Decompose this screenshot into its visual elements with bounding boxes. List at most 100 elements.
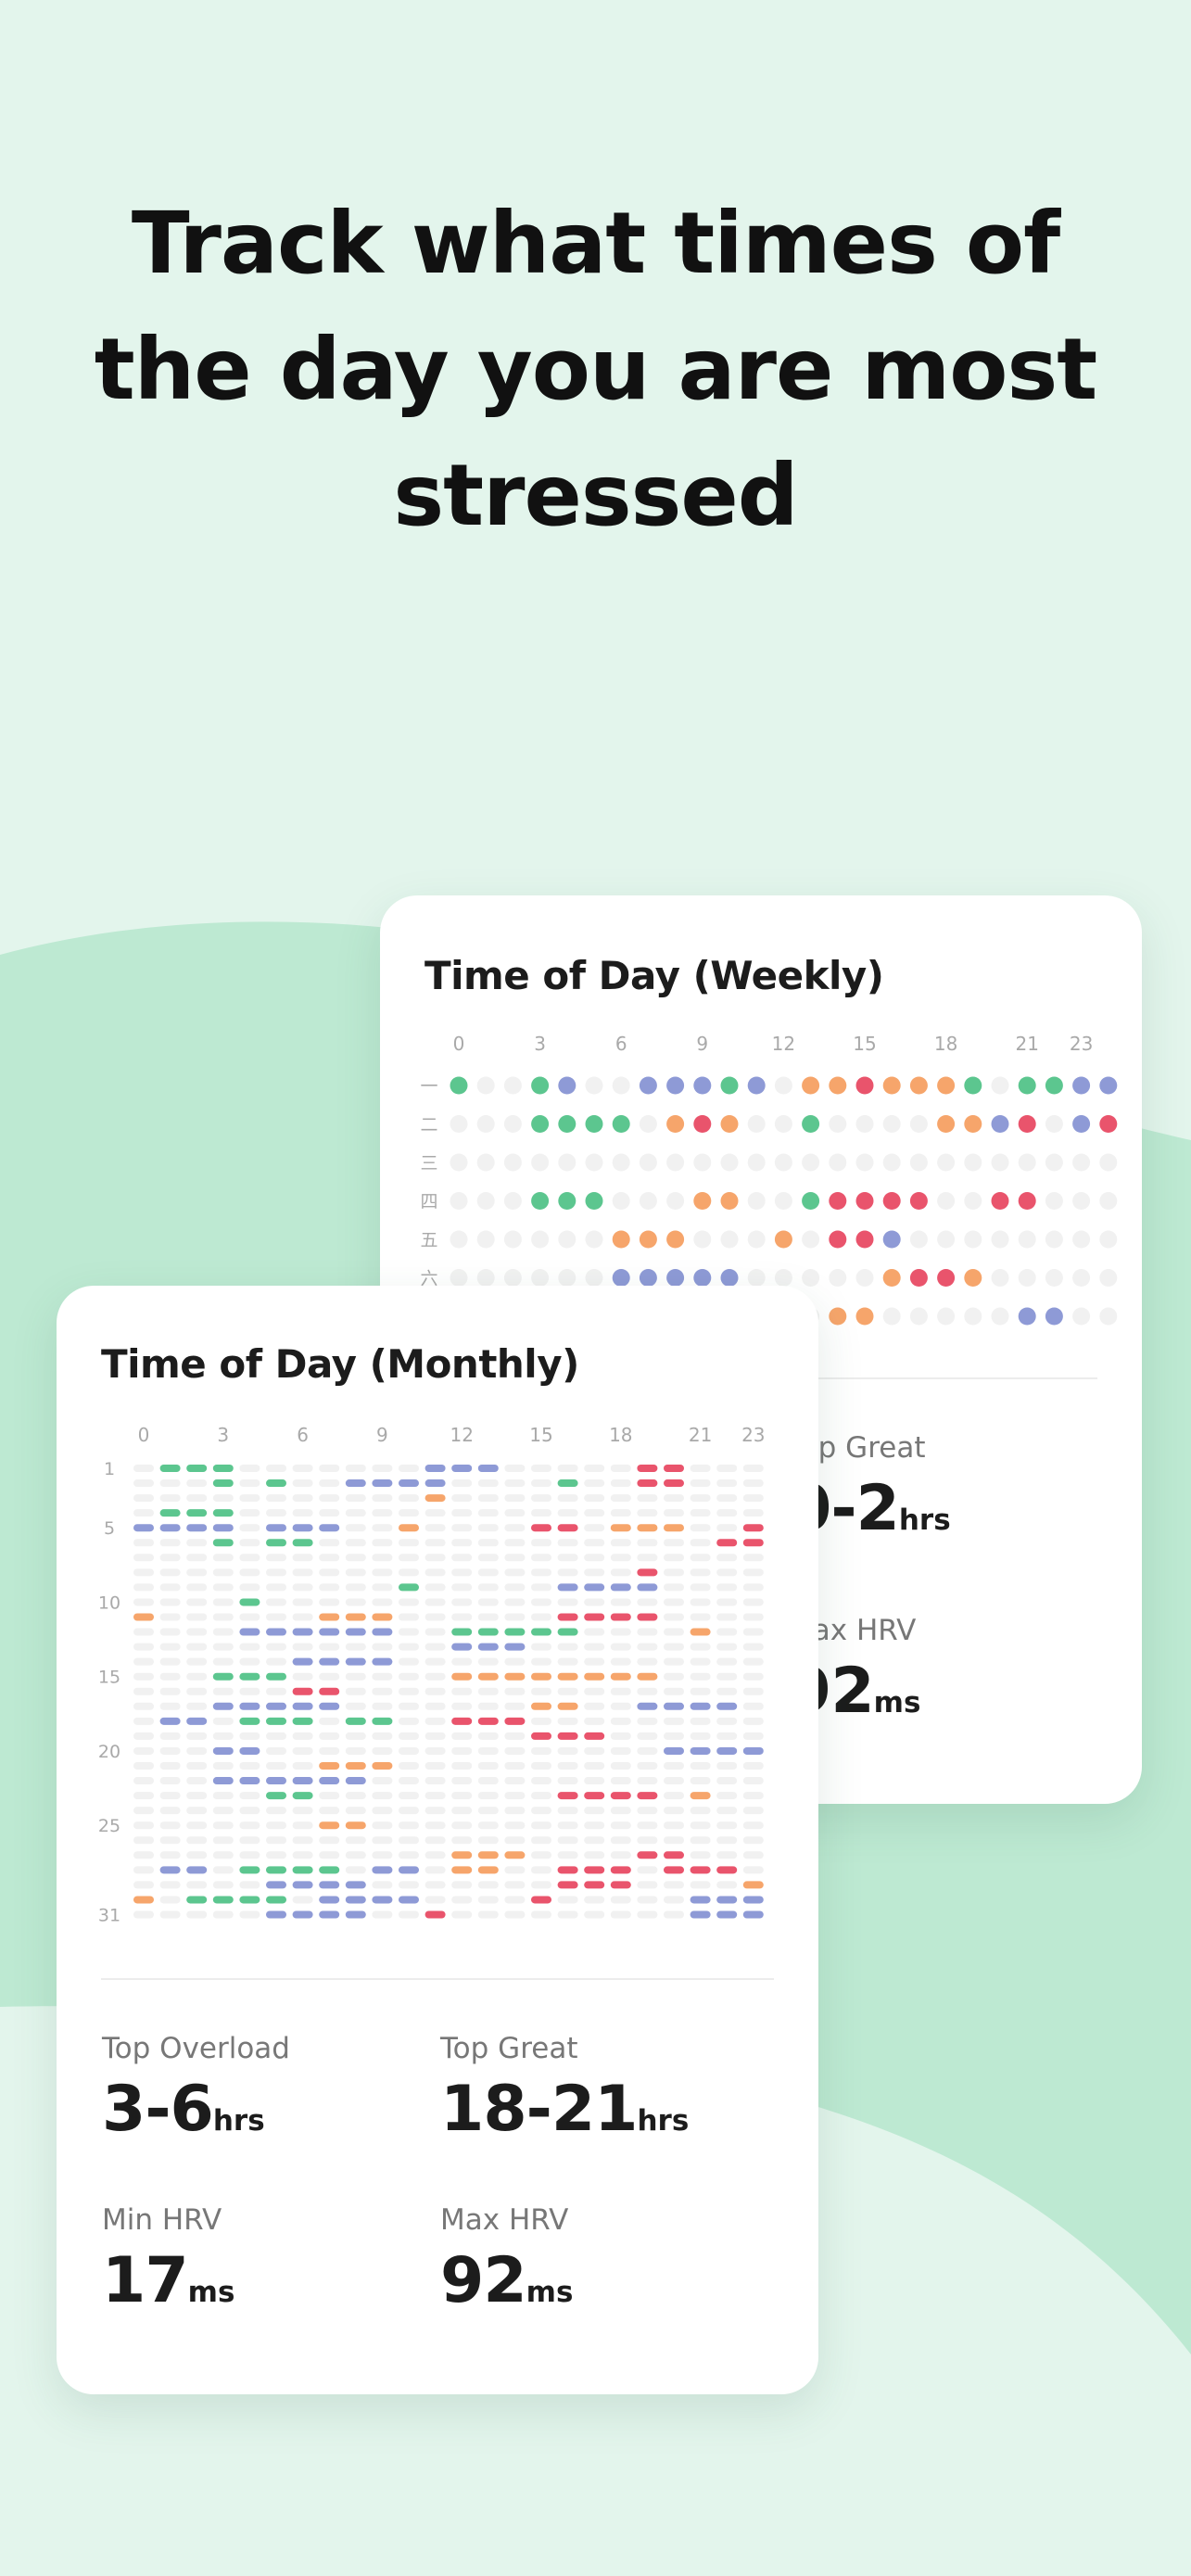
- weekly-dot: [802, 1076, 820, 1095]
- monthly-dash: [637, 1866, 658, 1874]
- monthly-hour-tick: 21: [689, 1424, 712, 1446]
- weekly-dot: [639, 1230, 657, 1249]
- monthly-dash: [292, 1479, 313, 1488]
- weekly-dot: [1072, 1307, 1091, 1326]
- monthly-dash: [690, 1613, 711, 1621]
- weekly-dot: [829, 1192, 847, 1210]
- monthly-dash: [584, 1479, 605, 1488]
- monthly-dash: [664, 1702, 684, 1710]
- monthly-dash: [292, 1746, 313, 1755]
- monthly-dash: [319, 1554, 340, 1562]
- monthly-dash: [212, 1465, 234, 1472]
- monthly-dash: [451, 1807, 473, 1815]
- stat-unit: ms: [187, 2276, 235, 2309]
- weekly-dot: [503, 1115, 522, 1133]
- weekly-dot: [991, 1115, 1009, 1133]
- monthly-dash: [266, 1509, 286, 1517]
- monthly-dash: [637, 1657, 658, 1666]
- monthly-dash: [133, 1910, 154, 1919]
- monthly-dash: [557, 1821, 578, 1830]
- weekly-dot: [503, 1269, 522, 1287]
- weekly-dot: [937, 1230, 956, 1249]
- monthly-dash: [133, 1494, 154, 1503]
- monthly-dash: [239, 1881, 260, 1889]
- monthly-dash: [690, 1524, 711, 1532]
- monthly-dash: [319, 1568, 340, 1577]
- monthly-dash: [292, 1554, 313, 1562]
- monthly-dash: [451, 1494, 473, 1503]
- weekly-hour-tick: 15: [853, 1033, 876, 1055]
- weekly-dot: [747, 1192, 766, 1210]
- monthly-dash: [292, 1896, 313, 1904]
- monthly-dash: [557, 1657, 578, 1666]
- weekly-dot: [450, 1115, 468, 1133]
- monthly-dash: [584, 1777, 605, 1785]
- monthly-dash: [159, 1762, 181, 1770]
- monthly-dash: [345, 1539, 366, 1547]
- monthly-dash: [664, 1807, 684, 1815]
- monthly-dash: [399, 1568, 419, 1577]
- monthly-dash: [531, 1613, 551, 1621]
- weekly-dot: [1072, 1076, 1091, 1095]
- monthly-dash: [239, 1687, 260, 1695]
- monthly-dash: [716, 1792, 738, 1800]
- monthly-dash: [424, 1821, 446, 1830]
- monthly-dash: [451, 1479, 473, 1488]
- monthly-dash: [637, 1524, 658, 1532]
- monthly-dash: [319, 1539, 340, 1547]
- monthly-dash: [716, 1762, 738, 1770]
- monthly-dash: [399, 1866, 419, 1874]
- monthly-dash: [664, 1657, 684, 1666]
- monthly-dash: [610, 1910, 631, 1919]
- monthly-dash: [690, 1494, 711, 1503]
- monthly-dash: [557, 1746, 578, 1755]
- monthly-dash: [424, 1866, 446, 1874]
- monthly-dash: [319, 1732, 340, 1740]
- monthly-dash: [610, 1479, 631, 1488]
- monthly-dash: [345, 1807, 366, 1815]
- weekly-dot: [774, 1153, 792, 1172]
- stat-label: Max HRV: [440, 2203, 569, 2237]
- monthly-dash: [424, 1702, 446, 1710]
- monthly-dash: [345, 1746, 366, 1755]
- monthly-dash: [239, 1583, 260, 1592]
- monthly-dash: [742, 1851, 764, 1859]
- monthly-dash: [399, 1762, 419, 1770]
- weekly-dot: [450, 1076, 468, 1095]
- monthly-dash: [345, 1851, 366, 1859]
- weekly-dot: [802, 1153, 820, 1172]
- monthly-dash: [504, 1628, 526, 1636]
- monthly-dash: [610, 1866, 631, 1874]
- monthly-dash: [557, 1509, 578, 1517]
- monthly-dash: [451, 1583, 473, 1592]
- weekly-hour-tick: 6: [615, 1033, 627, 1055]
- monthly-dash: [345, 1613, 366, 1621]
- monthly-dash: [424, 1717, 446, 1725]
- monthly-dash: [584, 1821, 605, 1830]
- monthly-dash: [531, 1554, 551, 1562]
- monthly-dash: [610, 1881, 631, 1889]
- monthly-dash: [424, 1628, 446, 1636]
- weekly-dot: [1045, 1153, 1063, 1172]
- monthly-dash: [531, 1866, 551, 1874]
- monthly-dash: [424, 1910, 446, 1919]
- monthly-dash: [186, 1465, 208, 1472]
- monthly-dash: [637, 1465, 658, 1472]
- monthly-dash: [716, 1836, 738, 1845]
- weekly-dot: [558, 1076, 576, 1095]
- monthly-dash: [664, 1509, 684, 1517]
- monthly-dash: [186, 1807, 208, 1815]
- monthly-dash: [399, 1702, 419, 1710]
- monthly-dash: [345, 1657, 366, 1666]
- monthly-dash: [531, 1807, 551, 1815]
- monthly-dash: [319, 1702, 340, 1710]
- monthly-dash: [716, 1465, 738, 1472]
- monthly-dash: [372, 1509, 393, 1517]
- monthly-dash: [399, 1910, 419, 1919]
- monthly-dash: [133, 1866, 154, 1874]
- monthly-dash: [504, 1643, 526, 1651]
- weekly-dot: [585, 1269, 603, 1287]
- monthly-dash: [345, 1672, 366, 1681]
- monthly-dash: [477, 1568, 499, 1577]
- weekly-dot: [991, 1153, 1009, 1172]
